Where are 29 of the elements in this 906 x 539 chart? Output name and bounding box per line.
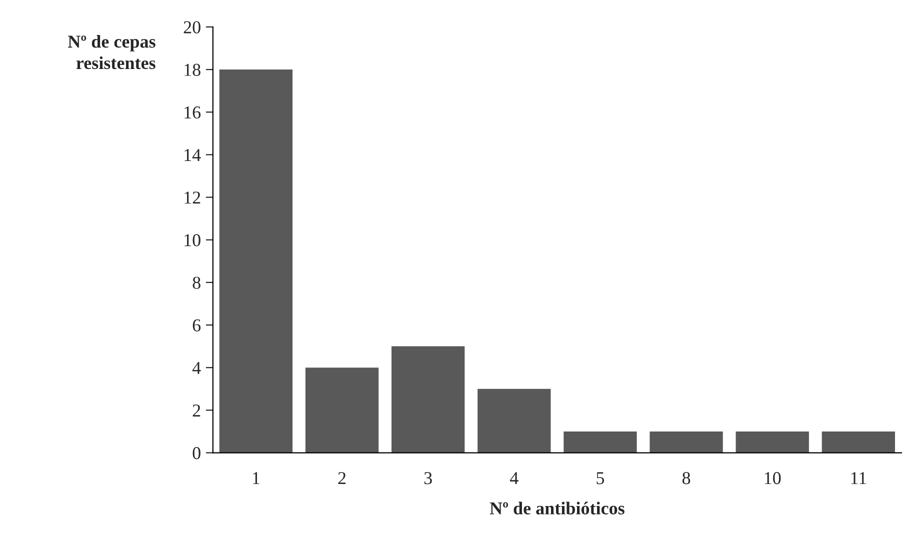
y-tick-label: 14 [184, 149, 201, 161]
x-tick-label: 11 [851, 472, 866, 484]
y-tick-label: 8 [192, 276, 200, 289]
x-tick-label: 3 [424, 472, 432, 484]
y-tick-label: 18 [184, 64, 200, 76]
bar [392, 346, 465, 453]
x-tick-label: 10 [764, 472, 781, 484]
y-tick-label: 10 [184, 234, 200, 246]
bar [219, 70, 293, 453]
y-tick-label: 6 [192, 319, 201, 332]
y-axis-title: Nº de cepas resistentes [68, 35, 156, 70]
y-tick-label: 2 [192, 404, 200, 416]
bar [736, 431, 809, 453]
y-tick-label: 20 [184, 21, 200, 34]
x-tick-label: 8 [682, 472, 690, 484]
bar [564, 431, 637, 453]
y-tick-label: 12 [184, 192, 200, 204]
bar [305, 368, 379, 453]
bar [478, 388, 551, 453]
y-tick-label: 4 [192, 362, 201, 374]
bar [822, 431, 896, 453]
y-tick-label: 0 [192, 447, 200, 460]
x-axis-title: Nº de antibióticos [490, 502, 624, 514]
x-tick-label: 4 [510, 472, 518, 484]
x-tick-label: 2 [338, 472, 346, 484]
x-tick-label: 1 [253, 472, 260, 484]
x-tick-label: 5 [596, 472, 604, 484]
bar [650, 431, 723, 453]
y-tick-label: 16 [184, 106, 201, 119]
